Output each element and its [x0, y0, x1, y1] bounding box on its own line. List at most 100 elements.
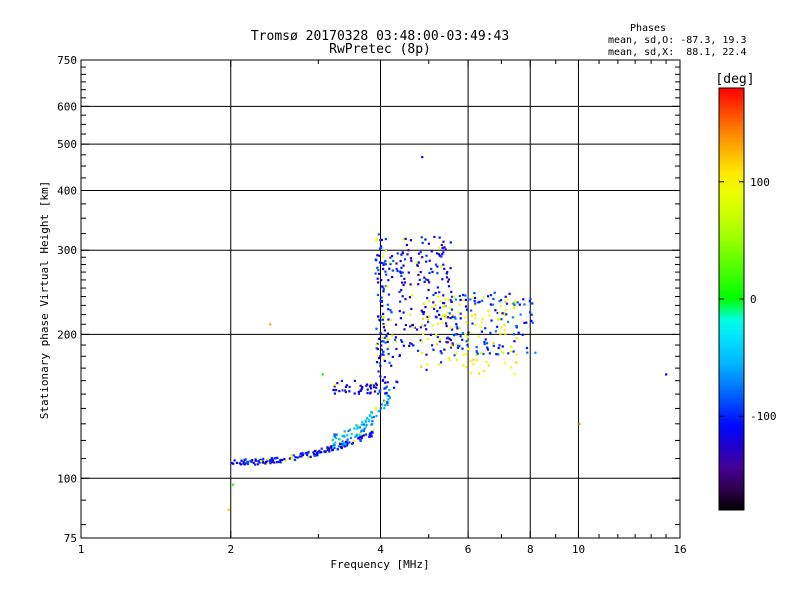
data-point [421, 324, 424, 327]
data-point [375, 237, 378, 241]
data-point [411, 293, 414, 296]
data-point [444, 248, 447, 251]
data-point [424, 238, 427, 241]
data-point [431, 270, 434, 274]
data-point [260, 460, 263, 463]
data-point [337, 445, 341, 448]
data-point [341, 434, 344, 437]
data-point [383, 407, 386, 410]
data-point [389, 262, 392, 266]
data-point [413, 326, 416, 329]
data-point [357, 424, 360, 428]
data-point [420, 236, 423, 239]
data-point [498, 300, 501, 303]
data-point [336, 448, 340, 451]
data-point [386, 332, 390, 335]
data-point [381, 378, 385, 382]
data-point [465, 308, 469, 311]
data-point [529, 297, 532, 301]
data-point [481, 317, 484, 321]
data-point [299, 452, 302, 455]
data-point [442, 251, 445, 254]
data-point [473, 296, 477, 300]
data-point [415, 261, 418, 264]
data-point [482, 352, 485, 356]
data-point [376, 293, 380, 297]
data-point [366, 392, 369, 395]
data-point [387, 279, 390, 282]
data-point [479, 351, 482, 355]
y-axis-label: Stationary phase Virtual Height [km] [38, 181, 51, 419]
data-point [338, 389, 341, 393]
data-point [333, 385, 336, 388]
data-point [238, 462, 241, 465]
data-point [458, 303, 461, 306]
data-point [382, 399, 385, 402]
data-point [409, 257, 413, 260]
data-point [273, 461, 276, 464]
data-point [423, 280, 426, 283]
data-point [256, 463, 259, 466]
data-point [386, 337, 389, 341]
data-point [428, 300, 431, 303]
data-point [376, 254, 379, 257]
data-point [420, 365, 423, 368]
data-point [233, 459, 236, 462]
data-point [431, 324, 434, 327]
data-point [497, 346, 500, 350]
data-point [377, 392, 380, 395]
data-point [345, 384, 348, 387]
data-point [462, 364, 465, 367]
data-point [359, 389, 362, 392]
data-point [461, 331, 464, 335]
data-point [451, 315, 454, 319]
data-point [350, 442, 354, 446]
data-point [375, 386, 378, 389]
data-point [320, 447, 323, 450]
data-point [385, 285, 388, 288]
data-point [382, 263, 385, 266]
data-point [458, 294, 461, 298]
data-point [443, 246, 446, 249]
data-point [410, 259, 413, 262]
data-point [428, 271, 431, 274]
data-point [436, 265, 439, 268]
data-point [393, 338, 397, 341]
data-point [467, 347, 470, 350]
data-point [344, 443, 347, 446]
data-point [499, 305, 502, 308]
data-point [436, 310, 439, 313]
data-point [513, 340, 516, 343]
data-point [485, 360, 488, 364]
data-point [239, 463, 243, 466]
data-point [443, 267, 446, 270]
data-point [381, 318, 384, 321]
data-point [379, 315, 382, 318]
data-point [261, 460, 265, 463]
data-point [381, 304, 384, 308]
data-point [507, 352, 510, 355]
data-point [523, 321, 526, 325]
data-point [378, 254, 381, 257]
data-point [402, 283, 405, 287]
data-point [368, 435, 371, 438]
data-point [399, 270, 402, 273]
data-point [492, 297, 495, 301]
phase-header: Phases [630, 23, 666, 34]
data-point [525, 321, 528, 324]
data-point [346, 438, 349, 441]
data-point [474, 302, 477, 305]
data-point [343, 430, 346, 433]
data-point [425, 368, 428, 372]
data-point [442, 305, 445, 308]
data-point [378, 261, 382, 264]
data-point [432, 293, 435, 297]
data-point [341, 440, 344, 443]
data-point [389, 309, 392, 312]
data-point [381, 267, 385, 270]
data-point [379, 332, 382, 335]
data-point [381, 315, 384, 318]
data-point [441, 253, 444, 256]
data-point [399, 300, 402, 303]
data-point [426, 338, 429, 341]
